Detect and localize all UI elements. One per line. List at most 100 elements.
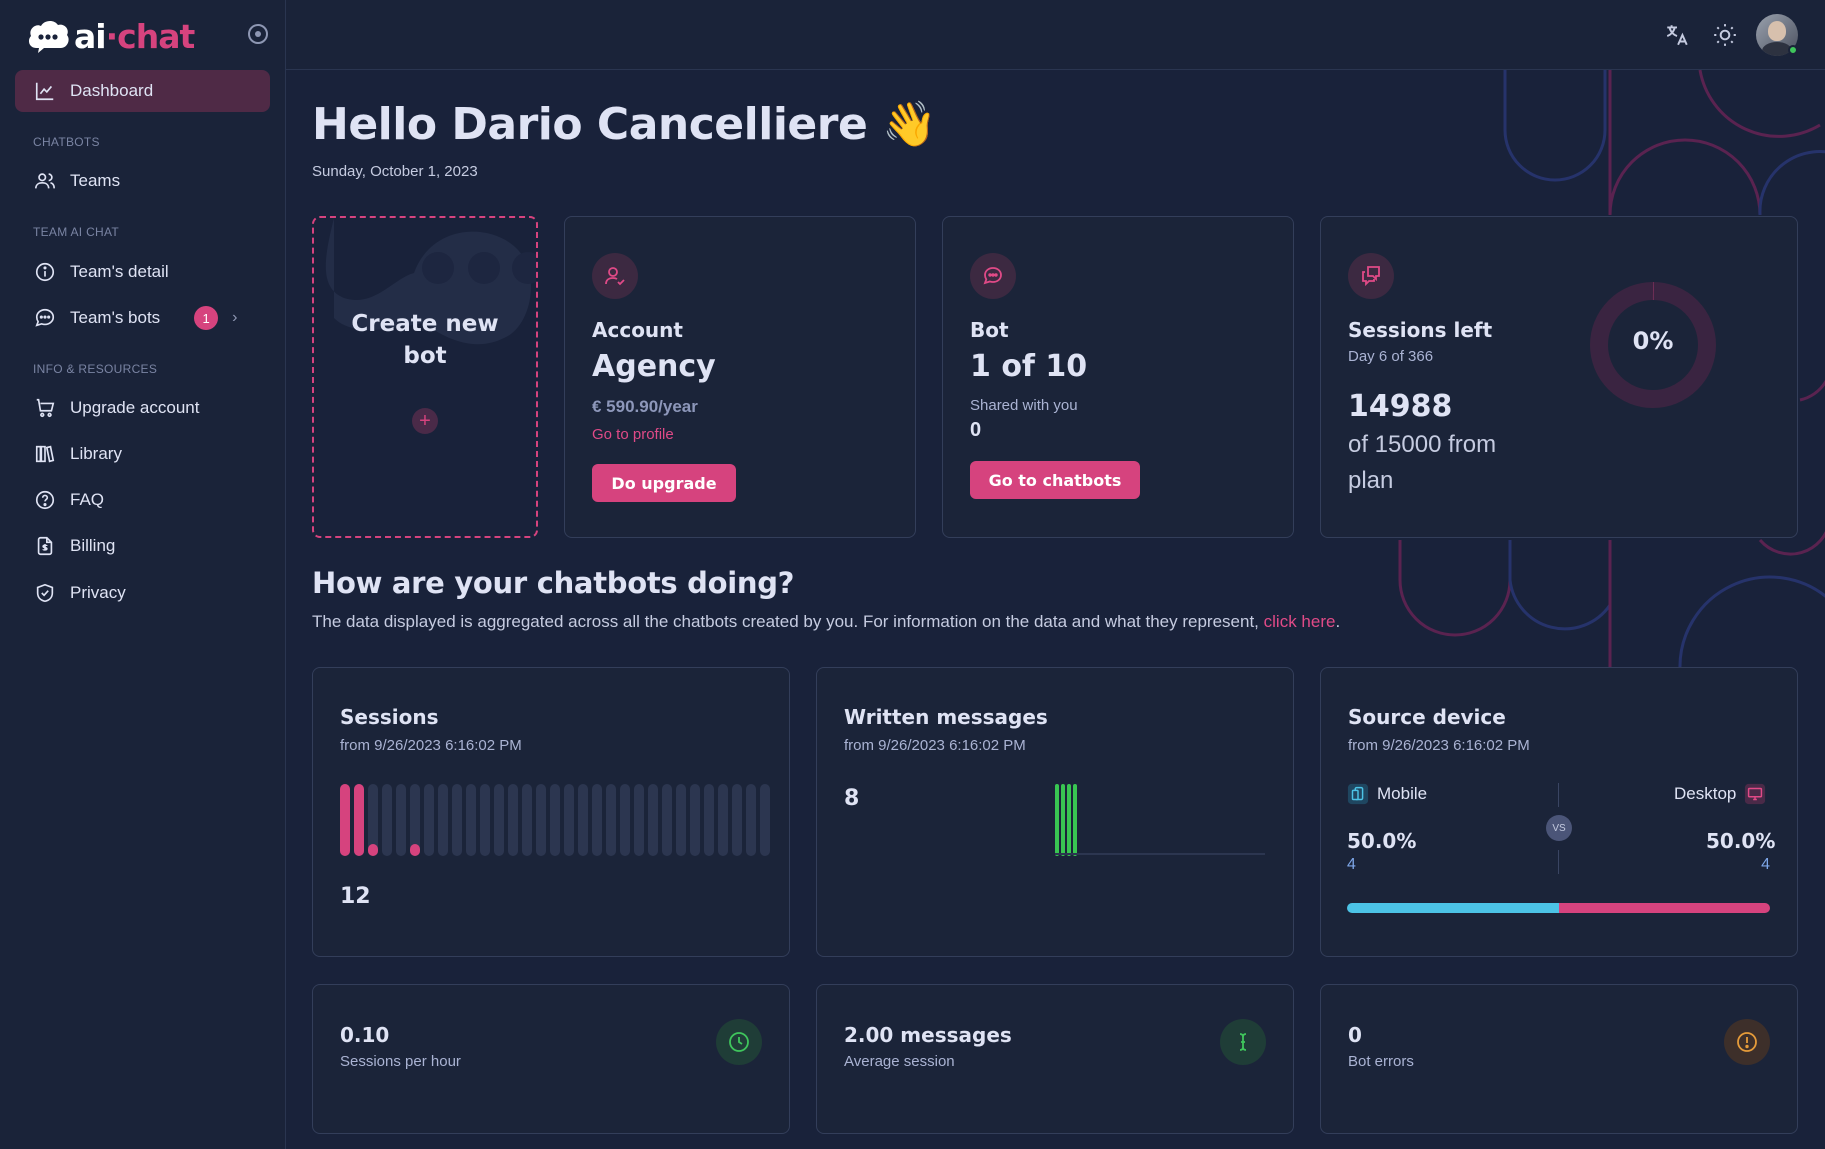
sidebar-item-privacy[interactable]: Privacy [15,572,270,614]
sessions-total: 12 [340,884,371,909]
session-bar [634,784,644,856]
message-bar [1067,784,1071,856]
session-bar [410,784,420,856]
user-check-icon [592,253,638,299]
average-session-value: 2.00 messages [844,1023,1012,1047]
brand-logo[interactable]: ai·chat [26,16,195,56]
bot-count: 1 of 10 [970,349,1088,384]
source-device-title: Source device [1348,705,1506,729]
sessions-card: Sessions from 9/26/2023 6:16:02 PM 12 [312,667,790,957]
sessions-donut-chart [1590,282,1716,408]
sidebar-item-label: Team's detail [70,262,169,281]
translate-icon[interactable] [1664,22,1690,48]
session-bar-fill [340,784,350,856]
session-bar [424,784,434,856]
sidebar-item-label: Library [70,444,122,463]
online-status-indicator [1788,45,1798,55]
sidebar-item-label: Upgrade account [70,398,200,417]
go-to-chatbots-button[interactable]: Go to chatbots [970,461,1140,499]
sidebar-item-library[interactable]: Library [15,433,270,475]
vs-badge: VS [1546,815,1572,841]
written-messages-total: 8 [844,786,860,811]
session-bar [718,784,728,856]
brand-ai: ai [74,16,107,56]
section-desc-end: . [1335,612,1341,631]
section-desc-text: The data displayed is aggregated across … [312,612,1264,631]
sidebar-item-billing[interactable]: Billing [15,525,270,567]
desktop-label: Desktop [1674,784,1737,803]
account-plan: Agency [592,349,716,384]
click-here-link[interactable]: click here [1263,612,1336,631]
users-icon [35,173,55,189]
sessions-left-value: 14988 [1348,389,1453,424]
sun-icon[interactable] [1712,22,1738,48]
section-description: The data displayed is aggregated across … [312,612,1340,632]
desktop-share-bar [1558,903,1770,913]
session-bar [690,784,700,856]
sidebar-item-dashboard[interactable]: Dashboard [15,70,270,112]
mobile-label: Mobile [1377,784,1428,803]
session-bar [676,784,686,856]
shared-value: 0 [970,419,982,441]
session-bar [396,784,406,856]
message-bar [1055,784,1059,856]
desktop-count: 4 [1761,856,1770,873]
books-icon [35,445,55,463]
session-bar [368,784,378,856]
session-bar [452,784,462,856]
session-bar [648,784,658,856]
sessions-bar-chart [340,784,770,856]
chat-cloud-watermark-icon [325,218,536,345]
top-bar [286,0,1825,70]
chevron-right-icon[interactable]: › [232,309,238,326]
do-upgrade-button[interactable]: Do upgrade [592,464,736,502]
collapse-sidebar-icon[interactable] [248,24,268,44]
sidebar: ai·chat Dashboard CHATBOTS Teams TEAM AI… [0,0,286,1149]
sidebar-item-faq[interactable]: FAQ [15,479,270,521]
bot-title: Bot [970,318,1009,342]
session-bar [550,784,560,856]
shield-check-icon [36,583,54,603]
mobile-share-bar [1347,903,1559,913]
chat-bubble-icon [35,308,55,327]
session-bar [466,784,476,856]
go-to-profile-link[interactable]: Go to profile [592,426,674,443]
session-bar [508,784,518,856]
sidebar-item-upgrade[interactable]: Upgrade account [15,387,270,429]
sessions-left-card: Sessions left Day 6 of 366 14988 of 1500… [1320,216,1798,538]
sidebar-item-label: FAQ [70,490,105,509]
sidebar-item-teams[interactable]: Teams [15,160,270,202]
section-chatbots: CHATBOTS [33,135,100,149]
session-bar [578,784,588,856]
session-bar [382,784,392,856]
plus-icon[interactable]: + [412,408,438,434]
sidebar-item-label: Dashboard [70,81,154,100]
section-title: How are your chatbots doing? [312,566,795,600]
written-messages-title: Written messages [844,705,1048,729]
shared-label: Shared with you [970,397,1078,414]
session-bar [746,784,756,856]
session-bar [480,784,490,856]
brand-chat: chat [117,16,195,56]
alert-circle-icon [1724,1019,1770,1065]
divider-bottom [1558,850,1559,874]
session-bar [494,784,504,856]
section-info-resources: INFO & RESOURCES [33,362,158,376]
session-bar [340,784,350,856]
desktop-label-group: Desktop [1674,783,1766,805]
receipt-icon [37,536,53,556]
section-team-ai-chat: TEAM AI CHAT [33,225,120,239]
session-bar [732,784,742,856]
message-bar [1061,784,1065,856]
bot-errors-label: Bot errors [1348,1053,1414,1070]
sidebar-item-team-bots[interactable]: Team's bots 1 › [15,297,270,339]
mobile-count: 4 [1347,856,1356,873]
written-messages-bar-chart [1055,784,1077,856]
clock-icon [716,1019,762,1065]
info-icon [35,262,55,282]
create-bot-card[interactable]: Create new bot + [312,216,538,538]
sessions-left-title: Sessions left [1348,318,1493,342]
sidebar-item-team-detail[interactable]: Team's detail [15,251,270,293]
sidebar-item-label: Billing [70,536,116,555]
session-bar [760,784,770,856]
